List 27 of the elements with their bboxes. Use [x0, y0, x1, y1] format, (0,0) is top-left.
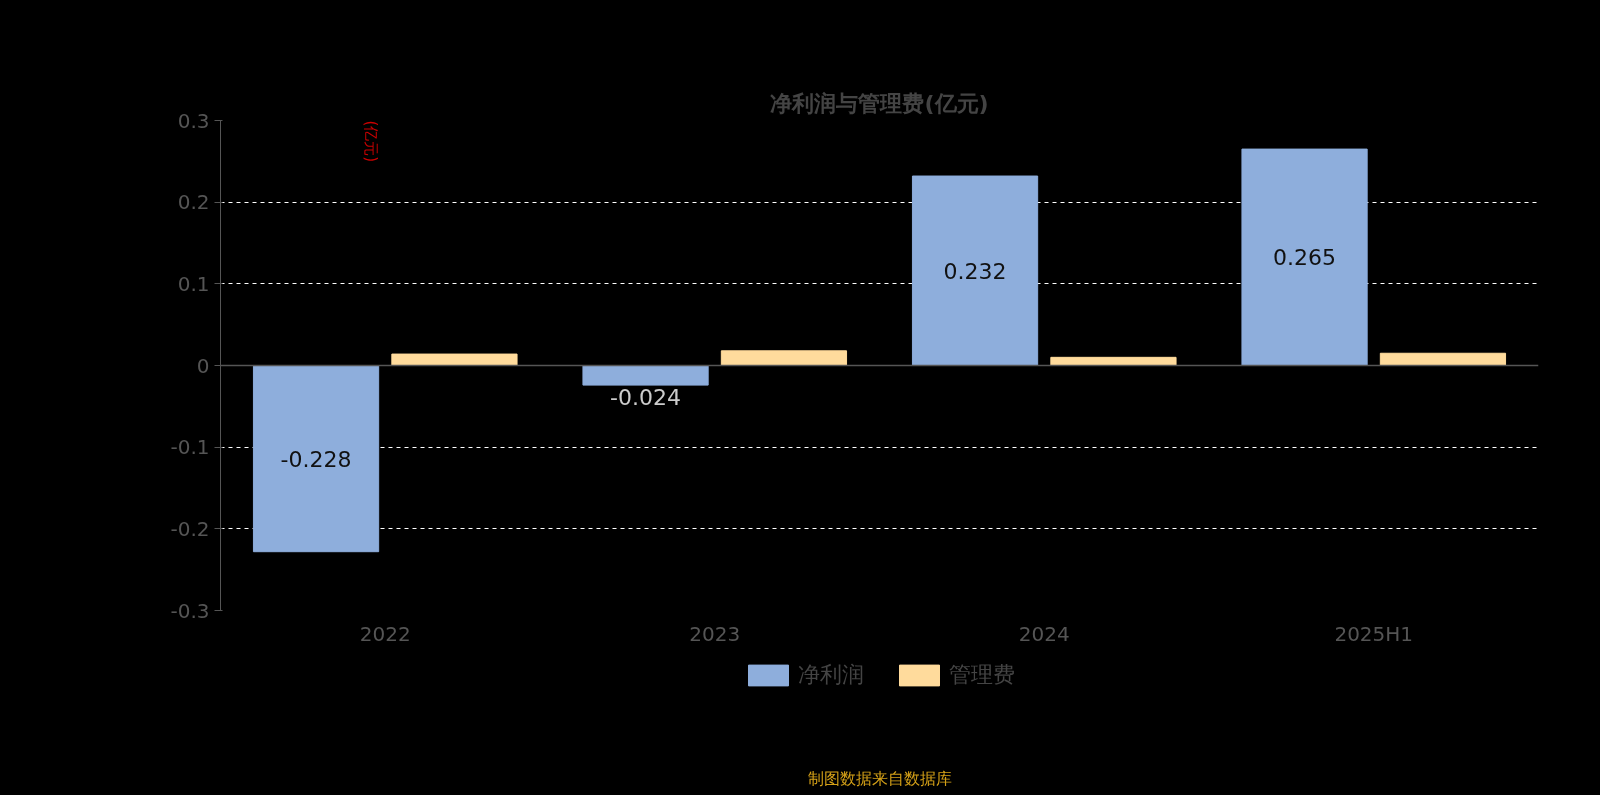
- x-tick-label: 2024: [1018, 621, 1070, 646]
- legend-label: 管理费: [949, 661, 1015, 689]
- data-label: -0.228: [280, 446, 352, 472]
- data-label: 0.265: [1273, 245, 1337, 271]
- text: 制图数据来自数据库: [807, 769, 952, 789]
- data-label: 0.232: [943, 258, 1007, 284]
- x-tick-label: 2023: [689, 621, 741, 646]
- chart-title: 净利润与管理费(亿元): [770, 90, 989, 116]
- data-label: -0.024: [610, 385, 682, 411]
- bar: [582, 365, 709, 386]
- bar: [720, 350, 848, 366]
- y-tick-label: 0: [196, 353, 210, 378]
- y-tick-label: 0.1: [177, 271, 210, 296]
- bar: [1241, 148, 1368, 366]
- bar: [252, 365, 380, 553]
- y-tick-label: -0.2: [170, 516, 210, 541]
- bar: [911, 175, 1039, 366]
- legend-label: 净利润: [798, 661, 864, 689]
- y-tick-label: -0.1: [170, 435, 210, 460]
- bar: [391, 353, 518, 366]
- bar: [1379, 352, 1507, 366]
- y-tick-label: 0.3: [177, 108, 210, 133]
- x-tick-label: 2022: [359, 621, 411, 646]
- y-axis-title: (亿元): [361, 120, 380, 163]
- x-tick-label: 2025H1: [1334, 621, 1414, 646]
- y-tick-label: -0.3: [170, 598, 210, 623]
- y-tick-label: 0.2: [177, 190, 210, 215]
